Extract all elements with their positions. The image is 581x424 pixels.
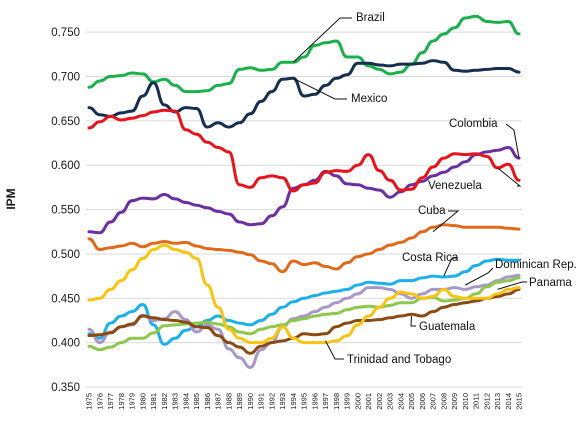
series-line-cuba xyxy=(87,223,521,274)
x-tick-label: 2000 xyxy=(353,393,362,410)
y-tick-label: 0.350 xyxy=(51,382,80,394)
x-tick-label: 2007 xyxy=(429,393,438,410)
series-label-cuba: Cuba xyxy=(418,205,446,217)
grid-layer xyxy=(86,31,522,388)
series-label-dominican-rep: Dominican Rep. xyxy=(495,259,577,271)
y-axis-title: IPM xyxy=(4,188,18,209)
series-line-mexico xyxy=(87,59,521,129)
series-label-colombia: Colombia xyxy=(449,118,498,130)
leader-line-dominican-rep xyxy=(465,267,494,286)
x-tick-label: 2003 xyxy=(386,393,395,410)
x-tick-label: 1996 xyxy=(310,393,319,410)
leader-line-trinidad-and-tobago xyxy=(325,340,344,360)
x-tick-label: 2002 xyxy=(375,393,384,410)
x-tick-label: 2006 xyxy=(418,393,427,410)
x-tick-label: 1990 xyxy=(246,393,255,410)
y-tick-label: 0.700 xyxy=(51,72,80,84)
x-tick-label: 2008 xyxy=(439,393,448,410)
series-line-costa-rica xyxy=(87,257,521,346)
series-line-trinidad-and-tobago xyxy=(87,243,521,345)
x-tick-label: 1979 xyxy=(128,393,137,410)
leader-line-venezuela xyxy=(497,167,522,187)
leader-line-colombia xyxy=(505,123,520,159)
x-tick-label: 1998 xyxy=(332,393,341,410)
series-label-mexico: Mexico xyxy=(351,93,387,105)
series-line-brazil xyxy=(87,14,521,94)
series-line-guatemala xyxy=(87,287,521,355)
x-tick-label: 1994 xyxy=(289,393,298,410)
x-tick-label: 2014 xyxy=(504,393,513,410)
y-tick-label: 0.400 xyxy=(51,338,80,350)
x-tick-label: 1983 xyxy=(171,393,180,410)
leader-line-mexico xyxy=(293,77,347,100)
x-tick-label: 1985 xyxy=(192,393,201,410)
y-tick-label: 0.450 xyxy=(51,293,80,305)
x-tick-label: 1978 xyxy=(117,393,126,410)
series-label-panama: Panama xyxy=(529,277,572,289)
x-tick-label: 1981 xyxy=(149,393,158,410)
x-tick-label: 1997 xyxy=(321,393,330,410)
x-tick-label: 2005 xyxy=(407,393,416,410)
x-tick-label: 1980 xyxy=(138,393,147,410)
x-tick-label: 2004 xyxy=(396,393,405,410)
x-tick-label: 1993 xyxy=(278,393,287,410)
x-tick-label: 2009 xyxy=(450,393,459,410)
series-layer xyxy=(87,14,521,369)
series-line-panama xyxy=(87,276,521,352)
y-tick-label: 0.650 xyxy=(51,116,80,128)
x-tick-label: 1988 xyxy=(224,393,233,410)
leader-line-brazil xyxy=(292,17,352,63)
leader-line-guatemala xyxy=(410,315,416,327)
series-label-guatemala: Guatemala xyxy=(419,321,476,333)
x-tick-label: 1987 xyxy=(214,393,223,410)
y-tick-label: 0.550 xyxy=(51,205,80,217)
x-tick-label: 1975 xyxy=(85,393,94,410)
x-tick-label: 1986 xyxy=(203,393,212,410)
x-axis: 1975 1976 1977 1978 1979 1980 1981 1982 1983 1984… xyxy=(85,393,524,410)
leader-line-costa-rica xyxy=(443,257,458,277)
x-tick-label: 2011 xyxy=(472,393,481,409)
series-label-trinidad-and-tobago: Trinidad and Tobago xyxy=(347,354,451,366)
x-tick-label: 1989 xyxy=(235,393,244,410)
y-tick-label: 0.750 xyxy=(51,27,80,39)
x-tick-label: 2010 xyxy=(461,393,470,410)
x-tick-label: 2013 xyxy=(493,393,502,410)
x-tick-label: 1991 xyxy=(257,393,266,410)
x-tick-label: 1984 xyxy=(181,393,190,410)
annotation-labels: Brazil Mexico Colombia Venezuela Cuba Costa R… xyxy=(347,12,577,366)
x-tick-label: 1995 xyxy=(300,393,309,410)
x-tick-label: 2001 xyxy=(364,393,373,410)
series-label-costa-rica: Costa Rica xyxy=(402,252,459,264)
annotation-leaders xyxy=(292,17,527,360)
leader-line-panama xyxy=(497,281,527,290)
x-tick-label: 1977 xyxy=(106,393,115,410)
x-tick-label: 1992 xyxy=(267,393,276,410)
leader-line-cuba xyxy=(432,210,460,233)
y-axis: 0.350 0.400 0.450 0.500 0.550 0.600 0.650 0.700… xyxy=(51,27,80,394)
x-tick-label: 2012 xyxy=(482,393,491,410)
x-tick-label: 2015 xyxy=(515,393,524,410)
series-line-venezuela xyxy=(87,108,521,193)
x-tick-label: 1982 xyxy=(160,393,169,410)
y-tick-label: 0.500 xyxy=(51,249,80,261)
x-tick-label: 1999 xyxy=(343,393,352,410)
series-label-brazil: Brazil xyxy=(356,12,385,24)
x-tick-label: 1976 xyxy=(95,393,104,410)
series-label-venezuela: Venezuela xyxy=(428,180,482,192)
y-tick-label: 0.600 xyxy=(51,160,80,172)
